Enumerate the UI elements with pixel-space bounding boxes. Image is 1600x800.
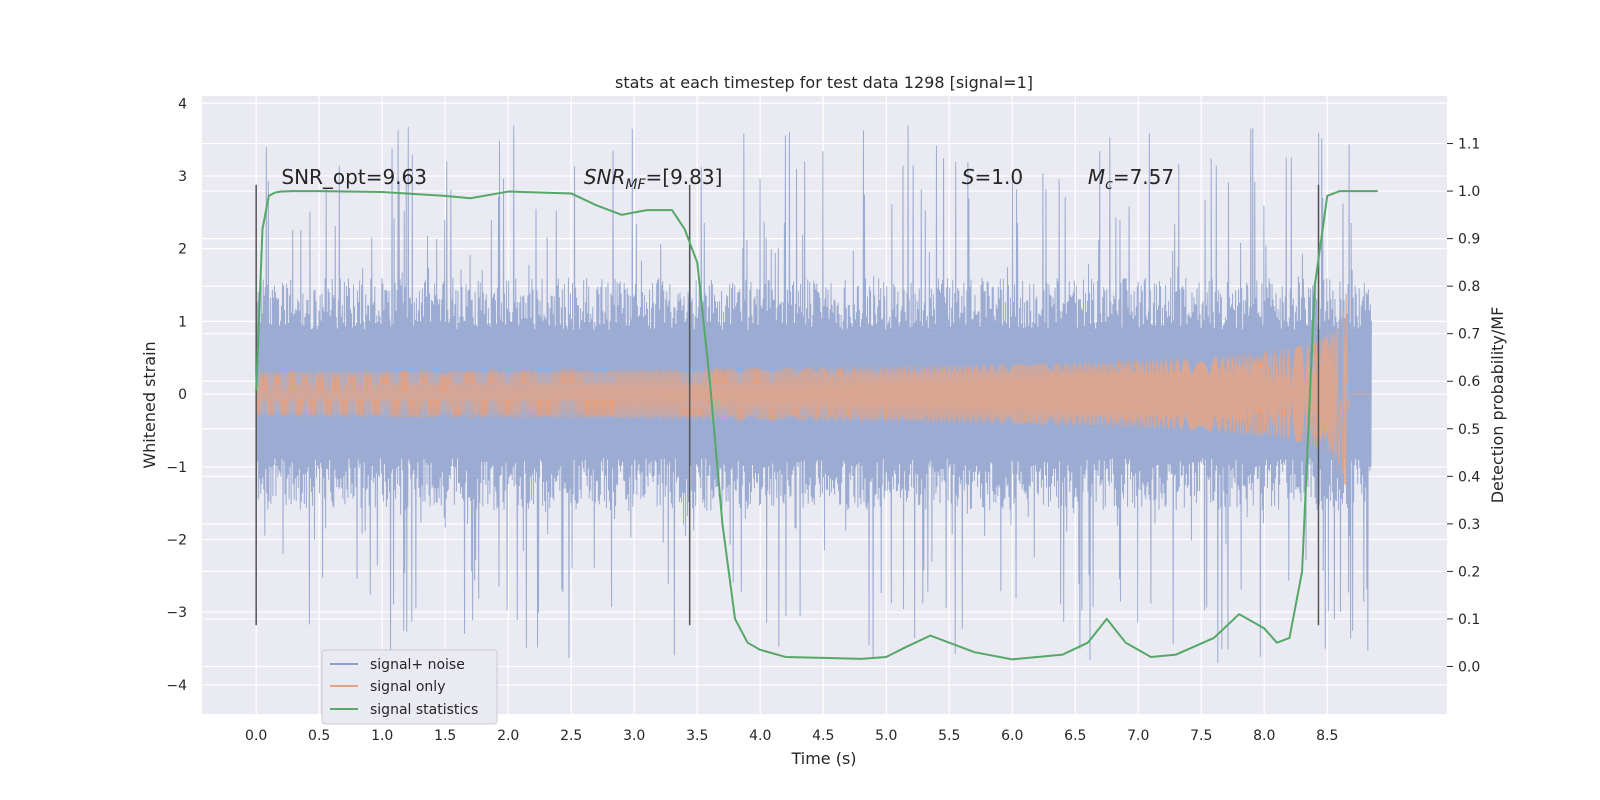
x-tick-label-10: 5.0 xyxy=(875,728,897,744)
y2-tick-label-7: 0.7 xyxy=(1458,327,1480,343)
annotation-3: Mc=7.57 xyxy=(1088,165,1174,193)
y-tick-label-1: 3 xyxy=(178,169,187,185)
y2-tick-label-9: 0.9 xyxy=(1458,232,1480,248)
x-tick-label-5: 2.5 xyxy=(560,728,582,744)
x-tick-label-9: 4.5 xyxy=(812,728,834,744)
y-tick-label-0: 4 xyxy=(178,96,187,112)
y-tick-label-2: 2 xyxy=(178,242,187,258)
y2-tick-label-10: 1.0 xyxy=(1458,184,1480,200)
y2-tick-label-1: 0.1 xyxy=(1458,612,1480,628)
x-tick-label-0: 0.0 xyxy=(245,728,267,744)
x-tick-label-4: 2.0 xyxy=(497,728,519,744)
series-signal-only xyxy=(255,295,1372,486)
signal-only-line xyxy=(255,295,1372,486)
x-tick-label-14: 7.0 xyxy=(1127,728,1149,744)
legend-box xyxy=(321,649,498,725)
legend: signal+ noise signal only signal statist… xyxy=(321,649,498,725)
legend-label-signal-statistics: signal statistics xyxy=(370,702,478,718)
series-signal-noise xyxy=(255,125,1372,663)
x-tick-label-11: 5.5 xyxy=(938,728,960,744)
x-tick-label-17: 8.5 xyxy=(1316,728,1338,744)
x-axis-label: Time (s) xyxy=(790,749,856,768)
y2-tick-label-4: 0.4 xyxy=(1458,469,1480,485)
x-tick-label-12: 6.0 xyxy=(1001,728,1023,744)
x-tick-label-15: 7.5 xyxy=(1190,728,1212,744)
x-tick-label-16: 8.0 xyxy=(1253,728,1275,744)
x-tick-label-1: 0.5 xyxy=(308,728,330,744)
annotation-1: SNRMF=[9.83] xyxy=(584,165,723,193)
y-tick-label-5: −1 xyxy=(166,460,187,476)
x-tick-labels: 0.0 0.5 1.0 1.5 2.0 2.5 3.0 3.5 4.0 4.5 5.0 5.5 6.0 6… xyxy=(245,728,1338,744)
legend-label-signal-only: signal only xyxy=(370,679,445,695)
x-tick-label-8: 4.0 xyxy=(749,728,771,744)
y2-axis-label: Detection probability/MF xyxy=(1488,307,1507,504)
y-tick-label-4: 0 xyxy=(178,387,187,403)
annotations: SNR_opt=9.63 SNRMF=[9.83] S=1.0 Mc=7.57 xyxy=(281,165,1174,193)
y2-tick-label-11: 1.1 xyxy=(1458,137,1480,153)
signal-statistics-line xyxy=(255,190,1378,661)
y2-tick-label-6: 0.6 xyxy=(1458,374,1480,390)
y-tick-label-6: −2 xyxy=(166,533,187,549)
y-tick-label-3: 1 xyxy=(178,314,187,330)
y2-tick-label-5: 0.5 xyxy=(1458,422,1480,438)
x-tick-label-2: 1.0 xyxy=(371,728,393,744)
y-tick-labels: 4 3 2 1 0 −1 −2 −3 −4 xyxy=(166,96,187,694)
y-tick-label-7: −3 xyxy=(166,605,187,621)
y2-tick-label-8: 0.8 xyxy=(1458,279,1480,295)
annotation-0: SNR_opt=9.63 xyxy=(281,165,427,189)
x-tick-label-13: 6.5 xyxy=(1064,728,1086,744)
y2-tick-label-3: 0.3 xyxy=(1458,517,1480,533)
x-tick-label-7: 3.5 xyxy=(686,728,708,744)
chart-title: stats at each timestep for test data 129… xyxy=(615,73,1033,92)
y-tick-label-8: −4 xyxy=(166,678,187,694)
y2-tick-labels: 0.0 0.1 0.2 0.3 0.4 0.5 0.6 0.7 0.8 0.9 1.0 1.1 xyxy=(1447,137,1480,675)
x-tick-label-6: 3.0 xyxy=(623,728,645,744)
series-signal-statistics xyxy=(255,190,1378,661)
x-tick-label-3: 1.5 xyxy=(434,728,456,744)
signal-noise-line xyxy=(255,125,1372,663)
legend-label-signal-noise: signal+ noise xyxy=(370,657,465,673)
annotation-2: S=1.0 xyxy=(962,165,1023,189)
y-axis-label: Whitened strain xyxy=(140,341,159,468)
y2-tick-label-2: 0.2 xyxy=(1458,564,1480,580)
y2-tick-label-0: 0.0 xyxy=(1458,659,1480,675)
